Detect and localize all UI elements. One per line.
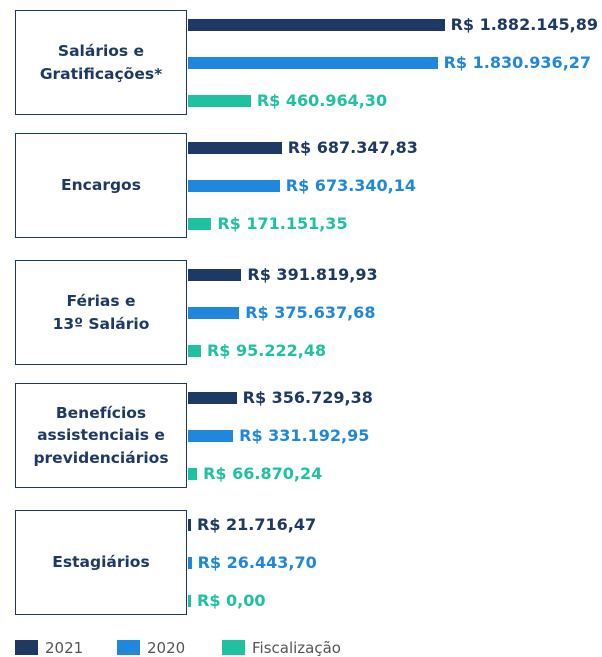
- value-label: R$ 375.637,68: [245, 303, 376, 322]
- legend-swatch: [117, 640, 140, 655]
- value-label: R$ 26.443,70: [197, 553, 317, 572]
- legend-swatch: [222, 640, 245, 655]
- value-label: R$ 687.347,83: [287, 138, 418, 157]
- value-label: R$ 1.882.145,89: [450, 15, 599, 34]
- bar: [188, 468, 198, 480]
- category-box: Estagiários: [15, 510, 187, 615]
- category-box: Benefícios assistenciais e previdenciári…: [15, 383, 187, 488]
- value-label: R$ 331.192,95: [239, 426, 370, 445]
- category-box: Salários e Gratificações*: [15, 10, 187, 115]
- value-label: R$ 1.830.936,27: [443, 53, 592, 72]
- bar: [188, 180, 280, 192]
- bar: [188, 307, 240, 319]
- value-label: R$ 391.819,93: [247, 265, 378, 284]
- bar: [188, 595, 191, 607]
- value-label: R$ 673.340,14: [285, 176, 417, 195]
- value-label: R$ 171.151,35: [217, 214, 348, 233]
- bar: [188, 19, 445, 31]
- bar: [188, 95, 251, 107]
- value-label: R$ 66.870,24: [203, 464, 323, 483]
- bar: [188, 269, 242, 281]
- legend-label: Fiscalização: [252, 639, 341, 657]
- bar: [188, 218, 212, 230]
- value-label: R$ 460.964,30: [256, 91, 388, 110]
- legend-label: 2020: [147, 639, 186, 657]
- category-box: Encargos: [15, 133, 187, 238]
- value-label: R$ 356.729,38: [242, 388, 373, 407]
- value-label: R$ 21.716,47: [197, 515, 317, 534]
- bar: [188, 392, 237, 404]
- bar: [188, 557, 192, 569]
- category-box: Férias e 13º Salário: [15, 260, 187, 365]
- bar: [188, 430, 234, 442]
- legend-swatch: [15, 640, 38, 655]
- bar: [188, 142, 282, 154]
- value-label: R$ 95.222,48: [206, 341, 327, 360]
- bar: [188, 519, 191, 531]
- legend-label: 2021: [45, 639, 84, 657]
- bar: [188, 345, 201, 357]
- bar: [188, 57, 438, 69]
- value-label: R$ 0,00: [197, 591, 266, 610]
